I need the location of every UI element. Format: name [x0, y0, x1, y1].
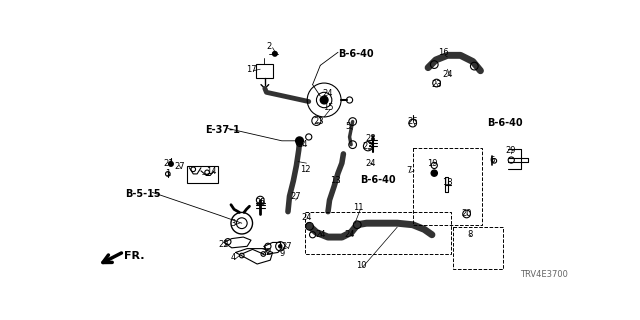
Text: 17: 17 [246, 65, 257, 74]
Text: 24: 24 [323, 89, 333, 98]
Text: 27: 27 [174, 163, 185, 172]
Text: 24: 24 [443, 70, 453, 79]
Text: 23: 23 [363, 142, 373, 151]
Text: B-6-40: B-6-40 [488, 118, 523, 128]
Text: B-6-40: B-6-40 [338, 49, 374, 59]
Text: 27: 27 [281, 242, 292, 251]
Text: 28: 28 [365, 134, 376, 143]
Text: 24: 24 [344, 230, 355, 239]
Text: 20: 20 [461, 210, 472, 219]
Text: 22: 22 [219, 240, 229, 249]
Bar [187, 166, 218, 183]
Bar [452, 227, 503, 269]
Text: 26: 26 [408, 117, 418, 126]
Bar [257, 64, 273, 78]
Text: 15: 15 [323, 103, 334, 112]
Text: 29: 29 [505, 146, 516, 155]
Text: 6: 6 [490, 156, 495, 164]
Circle shape [320, 96, 328, 104]
Text: 21: 21 [163, 159, 174, 168]
Text: 24: 24 [301, 212, 312, 221]
Text: 22: 22 [261, 248, 271, 257]
Text: 8: 8 [467, 230, 472, 239]
Text: TRV4E3700: TRV4E3700 [520, 270, 568, 279]
Circle shape [273, 52, 277, 56]
Text: 4: 4 [230, 253, 236, 262]
Text: 7: 7 [406, 166, 412, 175]
Bar [305, 212, 451, 254]
Circle shape [279, 245, 282, 248]
Text: 19: 19 [427, 159, 437, 168]
Text: 16: 16 [438, 48, 449, 57]
Text: E-37-1: E-37-1 [205, 125, 239, 135]
Text: 23: 23 [431, 80, 442, 89]
Text: 3: 3 [230, 219, 236, 228]
Text: 25: 25 [255, 198, 266, 207]
Text: 2: 2 [267, 42, 272, 51]
Text: 9: 9 [279, 250, 284, 259]
Circle shape [296, 137, 303, 145]
Text: 23: 23 [314, 117, 324, 126]
Text: 27: 27 [291, 192, 301, 201]
Text: 12: 12 [300, 165, 310, 174]
Text: 1: 1 [165, 169, 170, 178]
Text: 10: 10 [356, 261, 366, 270]
Text: 24: 24 [366, 159, 376, 168]
Text: 24: 24 [298, 140, 308, 149]
Text: 24: 24 [315, 230, 326, 239]
Bar [413, 148, 482, 225]
Text: B-5-15: B-5-15 [125, 189, 161, 199]
Circle shape [431, 170, 437, 176]
Text: B-6-40: B-6-40 [360, 175, 396, 186]
Text: 18: 18 [442, 178, 452, 187]
Text: 5: 5 [346, 122, 351, 131]
Text: 14: 14 [205, 167, 216, 176]
Text: FR.: FR. [124, 251, 145, 261]
Circle shape [168, 162, 173, 166]
Text: 11: 11 [353, 203, 364, 212]
Text: 13: 13 [330, 176, 341, 185]
